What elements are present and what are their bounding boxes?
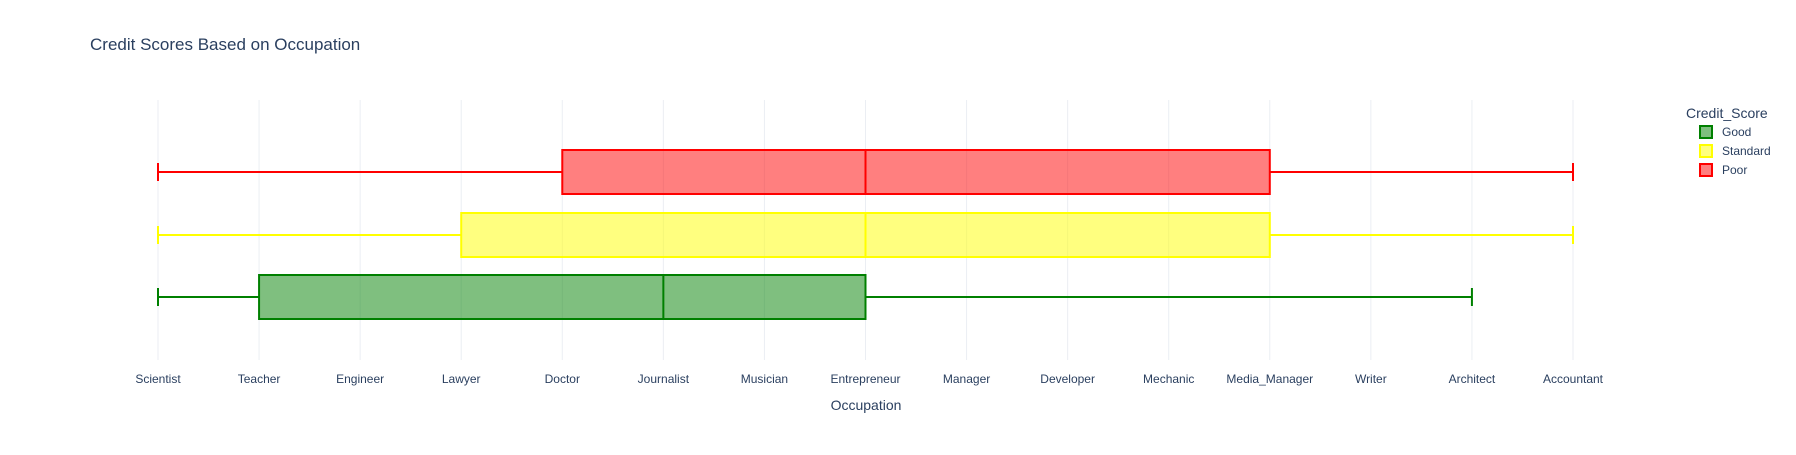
- iqr-box-poor: [561, 149, 1271, 195]
- chart-title: Credit Scores Based on Occupation: [90, 35, 360, 54]
- x-tick-scientist: Scientist: [135, 372, 181, 386]
- box-poor: [157, 149, 1574, 195]
- legend-label-poor: Poor: [1722, 163, 1747, 177]
- box-plots: [157, 149, 1574, 320]
- box-standard: [157, 212, 1574, 258]
- x-tick-engineer: Engineer: [336, 372, 384, 386]
- legend-title: Credit_Score: [1686, 105, 1768, 121]
- box-good: [157, 274, 1473, 320]
- iqr-box-good: [258, 274, 867, 320]
- legend-swatch-good: [1699, 125, 1713, 139]
- legend-item-poor[interactable]: Poor: [1699, 163, 1747, 177]
- x-tick-musician: Musician: [741, 372, 788, 386]
- legend-swatch-standard: [1699, 144, 1713, 158]
- x-tick-media_manager: Media_Manager: [1226, 372, 1313, 386]
- legend-item-standard[interactable]: Standard: [1699, 144, 1771, 158]
- legend-label-standard: Standard: [1722, 144, 1771, 158]
- legend-swatch-poor: [1699, 163, 1713, 177]
- x-tick-teacher: Teacher: [238, 372, 281, 386]
- x-tick-labels: Scientist Teacher Engineer Lawyer Doctor Jour…: [135, 372, 1603, 386]
- legend-label-good: Good: [1722, 125, 1751, 139]
- x-tick-journalist: Journalist: [638, 372, 690, 386]
- x-tick-manager: Manager: [943, 372, 990, 386]
- x-tick-doctor: Doctor: [545, 372, 580, 386]
- x-tick-accountant: Accountant: [1543, 372, 1604, 386]
- x-tick-developer: Developer: [1040, 372, 1095, 386]
- x-tick-mechanic: Mechanic: [1143, 372, 1194, 386]
- x-tick-entrepreneur: Entrepreneur: [830, 372, 900, 386]
- x-axis-label: Occupation: [831, 397, 902, 413]
- legend[interactable]: Good Standard Poor: [1699, 125, 1771, 177]
- x-tick-writer: Writer: [1355, 372, 1387, 386]
- x-tick-architect: Architect: [1449, 372, 1496, 386]
- legend-item-good[interactable]: Good: [1699, 125, 1751, 139]
- x-tick-lawyer: Lawyer: [442, 372, 481, 386]
